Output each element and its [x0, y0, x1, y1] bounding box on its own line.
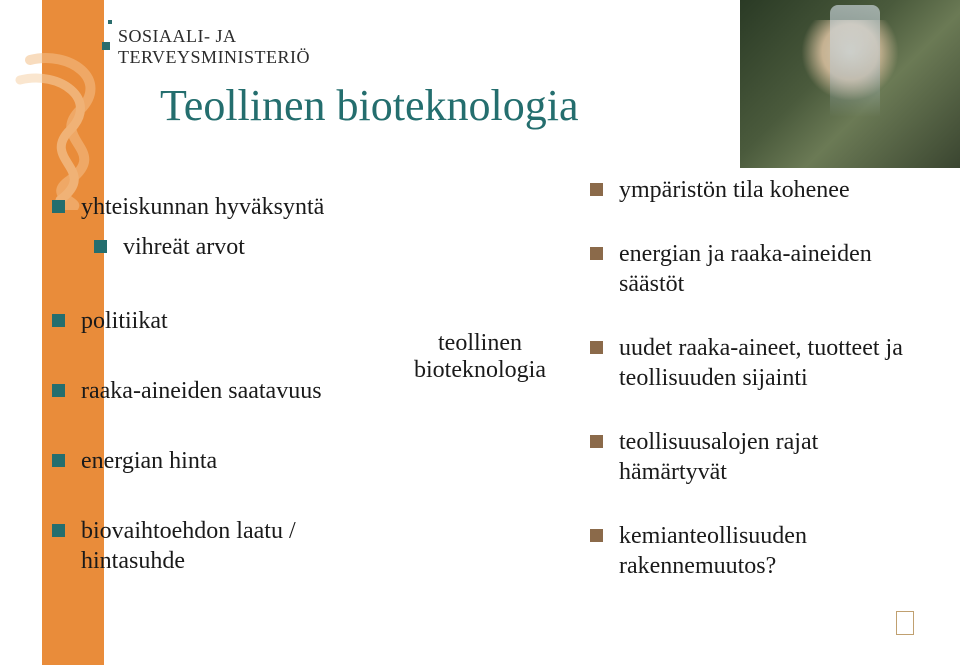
bullet-icon — [590, 529, 603, 542]
header-photo — [740, 0, 960, 168]
slide-title: Teollinen bioteknologia — [160, 80, 579, 131]
bullet-icon — [52, 314, 65, 327]
list-item-sub: vihreät arvot — [52, 232, 382, 262]
list-item: yhteiskunnan hyväksyntä — [52, 192, 382, 222]
center-line1: teollinen — [400, 330, 560, 357]
left-column: yhteiskunnan hyväksyntä vihreät arvot po… — [52, 192, 382, 616]
item-text: energian ja raaka-aineiden säästöt — [619, 239, 930, 299]
ministry-line2: TERVEYSMINISTERIÖ — [118, 47, 310, 68]
list-item: raaka-aineiden saatavuus — [52, 376, 382, 406]
item-text: politiikat — [81, 306, 382, 336]
item-text: yhteiskunnan hyväksyntä — [81, 192, 382, 222]
right-column: ympäristön tila kohenee energian ja raak… — [590, 175, 930, 615]
list-item: teollisuusalojen rajat hämärtyvät — [590, 427, 930, 487]
ministry-line1: SOSIAALI- JA — [118, 26, 310, 47]
list-item: biovaihtoehdon laatu / hintasuhde — [52, 516, 382, 576]
item-text: raaka-aineiden saatavuus — [81, 376, 382, 406]
list-item: kemianteollisuuden rakennemuutos? — [590, 521, 930, 581]
list-item: uudet raaka-aineet, tuotteet ja teollisu… — [590, 333, 930, 393]
list-item: ympäristön tila kohenee — [590, 175, 930, 205]
ministry-name: SOSIAALI- JA TERVEYSMINISTERIÖ — [118, 26, 310, 68]
item-text: kemianteollisuuden rakennemuutos? — [619, 521, 930, 581]
item-text: energian hinta — [81, 446, 382, 476]
bullet-icon — [590, 183, 603, 196]
list-item: politiikat — [52, 306, 382, 336]
bullet-icon — [52, 200, 65, 213]
item-text: uudet raaka-aineet, tuotteet ja teollisu… — [619, 333, 930, 393]
decor-square-small — [108, 20, 112, 24]
item-text: biovaihtoehdon laatu / hintasuhde — [81, 516, 382, 576]
footer-page-box — [896, 611, 914, 635]
bullet-icon — [52, 524, 65, 537]
center-line2: bioteknologia — [400, 357, 560, 384]
bullet-icon — [94, 240, 107, 253]
bullet-icon — [52, 454, 65, 467]
wave-motif — [10, 50, 130, 210]
item-text: vihreät arvot — [123, 232, 382, 262]
bullet-icon — [52, 384, 65, 397]
bullet-icon — [590, 435, 603, 448]
item-text: ympäristön tila kohenee — [619, 175, 930, 205]
item-text: teollisuusalojen rajat hämärtyvät — [619, 427, 930, 487]
bullet-icon — [590, 341, 603, 354]
center-label: teollinen bioteknologia — [400, 330, 560, 384]
list-item: energian ja raaka-aineiden säästöt — [590, 239, 930, 299]
decor-square — [102, 42, 110, 50]
bullet-icon — [590, 247, 603, 260]
list-item: energian hinta — [52, 446, 382, 476]
